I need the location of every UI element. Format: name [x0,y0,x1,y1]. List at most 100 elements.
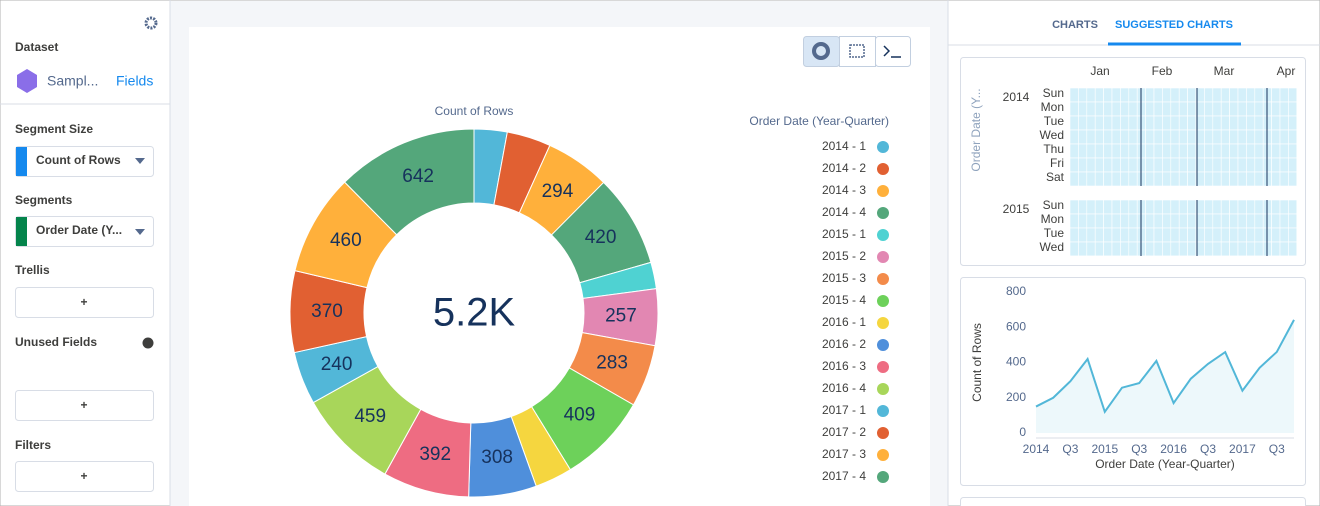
heat-cell [1145,227,1155,243]
heat-cell [1187,157,1197,173]
center-total: 5.2K [433,291,516,335]
legend-swatch [877,295,889,307]
heat-cell [1220,241,1230,256]
tab[interactable]: SUGGESTED CHARTS [1115,19,1233,31]
heat-cell [1229,171,1239,187]
legend-swatch [877,207,889,219]
heat-cell [1178,227,1188,243]
legend-swatch [877,141,889,153]
heat-cell [1204,199,1214,215]
field-pill[interactable] [15,216,154,247]
heat-cell [1145,199,1155,215]
dropdown-icon[interactable] [135,229,145,235]
heat-cell [1254,171,1264,187]
heat-cell [1212,213,1222,229]
y-tick-label: 600 [1006,319,1026,333]
suggestion-card[interactable] [960,277,1306,486]
heat-cell [1178,129,1188,145]
heat-cell [1254,241,1264,256]
dropdown-icon[interactable] [135,158,145,164]
heat-cell [1279,115,1289,131]
heat-cell [1145,241,1155,256]
x-tick-label: Q3 [1200,442,1216,456]
dataset-name[interactable]: Sampl... [47,73,98,89]
heat-cell [1086,143,1096,159]
heat-cell [1220,129,1230,145]
pill-handle [16,217,27,246]
heat-cell [1078,213,1088,229]
heat-cell [1271,157,1281,173]
heat-cell [1178,171,1188,187]
fields-link[interactable]: Fields [116,73,153,89]
heat-cell [1212,157,1222,173]
heat-cell [1178,101,1188,117]
add-button[interactable] [15,287,154,318]
data-label: 459 [354,406,386,427]
heat-cell [1246,129,1256,145]
heat-cell [1237,199,1247,215]
heat-cell [1069,199,1079,215]
heat-cell [1170,115,1180,131]
label: Segments [15,193,73,207]
data-label: 240 [321,354,353,375]
heat-cell [1094,227,1104,243]
heat-cell [1078,87,1088,103]
query-button[interactable] [875,36,911,67]
legend-swatch [877,229,889,241]
heat-cell [1094,87,1104,103]
data-label: 420 [585,227,617,248]
heat-cell [1111,101,1121,117]
heat-cell [1170,213,1180,229]
heat-cell [1178,143,1188,159]
legend-label: 2015 - 1 [822,227,866,241]
heat-cell [1246,241,1256,256]
add-button[interactable] [15,390,154,421]
heat-cell [1086,87,1096,103]
add-button[interactable] [15,461,154,492]
weekday-label: Wed [1040,128,1064,142]
heat-cell [1086,115,1096,131]
heat-cell [1187,87,1197,103]
heat-cell [1170,87,1180,103]
heat-cell [1212,199,1222,215]
heat-cell [1094,171,1104,187]
weekday-label: Tue [1044,114,1065,128]
heat-cell [1288,227,1298,243]
heat-cell [1246,115,1256,131]
heat-cell [1111,199,1121,215]
legend-label: 2016 - 3 [822,359,866,373]
heat-cell [1288,241,1298,256]
heat-cell [1254,129,1264,145]
field-pill[interactable] [15,146,154,177]
heat-cell [1069,241,1079,256]
heat-cell [1086,171,1096,187]
heat-cell [1128,171,1138,187]
add-icon: + [80,295,87,309]
heat-cell [1162,115,1172,131]
heat-cell [1246,171,1256,187]
heat-cell [1111,115,1121,131]
heat-cell [1162,87,1172,103]
heat-cell [1153,241,1163,256]
info-icon[interactable] [142,337,154,349]
heat-cell [1145,87,1155,103]
heat-cell [1220,157,1230,173]
heat-cell [1254,115,1264,131]
legend-swatch [877,251,889,263]
heat-cell [1204,241,1214,256]
heat-cell [1288,143,1298,159]
tab[interactable]: CHARTS [1052,19,1098,31]
weekday-label: Sun [1043,198,1064,212]
heat-cell [1271,241,1281,256]
heat-cell [1220,143,1230,159]
heat-cell [1069,129,1079,145]
heat-cell [1078,199,1088,215]
suggestion-card[interactable] [960,497,1306,506]
table-button[interactable] [839,36,876,67]
settings-icon[interactable] [144,16,158,30]
heat-cell [1237,157,1247,173]
weekday-label: Wed [1040,240,1064,254]
donut-button[interactable] [803,36,840,67]
month-label: Jan [1090,64,1109,78]
